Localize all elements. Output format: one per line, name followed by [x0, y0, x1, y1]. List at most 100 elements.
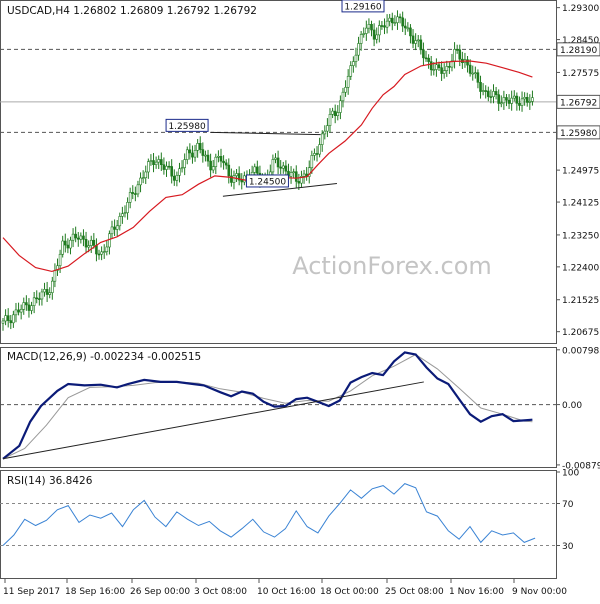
candle-body	[82, 235, 85, 240]
candle-body	[58, 253, 62, 267]
candle-body	[429, 61, 433, 71]
x-tick-label: 3 Oct 08:00	[194, 587, 247, 597]
candle-body	[367, 23, 371, 29]
candle-body	[437, 64, 441, 69]
candle-body	[219, 156, 223, 162]
candle-body	[289, 172, 293, 177]
candle-body	[279, 166, 282, 169]
macd-y-tick-label: -0.008792	[562, 461, 600, 471]
candle-body	[224, 162, 228, 166]
candle-body	[165, 165, 168, 170]
candle-body	[22, 302, 26, 310]
current-price-label: 1.26792	[560, 98, 597, 108]
macd-y-tick-label: 0.00	[562, 401, 582, 411]
candle-body	[214, 156, 218, 167]
macd-trendline	[2, 381, 424, 460]
candle-body	[175, 175, 179, 181]
candle-body	[51, 280, 54, 293]
candle-body	[455, 49, 459, 51]
candle-body	[66, 244, 70, 249]
candle-body	[307, 167, 311, 177]
candle-body	[518, 102, 521, 106]
price-level-box	[556, 42, 600, 57]
candle-body	[512, 95, 516, 99]
price-annotation-label: 1.24500	[249, 177, 286, 187]
candle-body	[183, 159, 186, 168]
candle-body	[253, 166, 257, 173]
candle-body	[294, 171, 298, 182]
candle-body	[427, 57, 430, 62]
candle-body	[89, 239, 93, 246]
candle-body	[466, 59, 469, 66]
candle-body	[276, 157, 280, 168]
candle-body	[108, 233, 111, 248]
candle-body	[424, 57, 428, 60]
candle-body	[520, 98, 524, 106]
candle-body	[372, 29, 376, 40]
x-tick-label: 9 Nov 00:00	[512, 587, 567, 597]
candle-body	[378, 25, 381, 36]
price-annotation-label: 1.29160	[344, 2, 381, 12]
candle-body	[315, 153, 319, 155]
candle-body	[235, 173, 238, 177]
candle-body	[230, 175, 233, 183]
candle-body	[515, 95, 519, 104]
candle-body	[331, 110, 334, 115]
candle-body	[30, 305, 33, 311]
candle-body	[349, 65, 353, 77]
price-y-tick-label: 1.24125	[562, 199, 599, 209]
candle-body	[471, 72, 475, 75]
candle-body	[476, 72, 480, 83]
candle-body	[69, 239, 72, 249]
candle-body	[390, 17, 394, 24]
candle-body	[352, 61, 355, 66]
candle-body	[134, 193, 137, 195]
candle-body	[284, 165, 288, 172]
candle-body	[162, 164, 166, 170]
x-tick-label: 18 Sep 16:00	[65, 587, 125, 597]
candle-body	[310, 155, 314, 169]
candle-body	[487, 90, 490, 97]
candle-body	[105, 246, 109, 252]
candle-body	[222, 160, 225, 164]
price-y-tick-label: 1.27575	[562, 69, 599, 79]
price-annotation-box	[341, 0, 385, 13]
rsi-y-tick-label: 100	[562, 469, 579, 479]
candle-body	[185, 149, 189, 160]
candle-body	[167, 165, 171, 168]
candle-body	[300, 176, 303, 184]
candle-body	[12, 314, 15, 324]
candle-body	[411, 35, 415, 44]
candle-body	[40, 291, 44, 300]
candle-body	[313, 153, 316, 156]
candle-body	[380, 25, 384, 27]
candle-body	[61, 240, 64, 255]
candle-body	[160, 159, 163, 166]
candle-body	[131, 192, 135, 194]
rsi-line	[2, 483, 536, 546]
x-tick-label: 26 Sep 00:00	[130, 587, 190, 597]
candle-body	[32, 297, 36, 306]
candle-body	[191, 152, 194, 158]
candle-body	[84, 238, 88, 248]
candle-body	[149, 160, 153, 162]
candle-body	[422, 49, 425, 59]
macd-panel-frame	[0, 347, 557, 468]
candle-body	[157, 159, 161, 163]
candle-body	[240, 179, 244, 183]
candle-body	[365, 27, 368, 34]
candle-body	[336, 112, 340, 116]
candle-body	[139, 177, 142, 186]
candle-body	[442, 70, 446, 74]
candle-body	[494, 91, 498, 95]
candle-body	[100, 251, 103, 255]
x-tick-label: 1 Nov 16:00	[449, 587, 504, 597]
price-panel-frame	[0, 0, 557, 344]
candle-body	[4, 315, 7, 322]
candle-body	[333, 110, 337, 116]
candle-body	[323, 130, 327, 135]
candle-body	[232, 175, 236, 183]
price-trendline	[210, 131, 321, 136]
candle-body	[525, 96, 529, 103]
